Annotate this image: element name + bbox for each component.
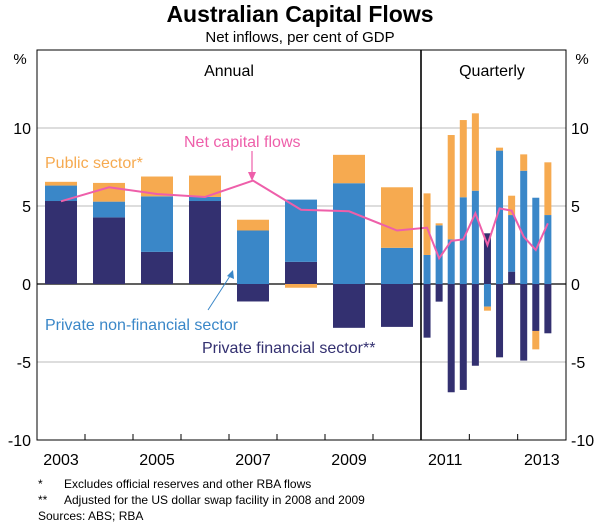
x-tick-label: 2009 <box>331 452 367 469</box>
bar-public <box>496 147 504 151</box>
bar-nonfinancial <box>544 215 552 284</box>
bar-nonfinancial <box>459 197 467 284</box>
bar-nonfinancial <box>423 254 431 284</box>
bar-financial <box>496 284 504 358</box>
y-tick-label-right: -10 <box>571 433 594 450</box>
y-tick-label-left: 10 <box>13 121 31 138</box>
bar-nonfinancial <box>532 197 540 284</box>
y-tick-label-right: -5 <box>571 355 585 372</box>
y-axis-unit-right: % <box>575 51 588 68</box>
bar-public <box>447 135 455 240</box>
bar-public <box>483 306 491 311</box>
bar-financial <box>508 271 516 284</box>
footnote-1-text: Excludes official reserves and other RBA… <box>64 477 311 491</box>
legend-label-net-capital-flows: Net capital flows <box>184 134 301 151</box>
x-tick-label: 2007 <box>235 452 271 469</box>
bar-public <box>423 193 431 255</box>
bar-nonfinancial <box>237 230 269 284</box>
bar-nonfinancial <box>447 239 455 284</box>
panel-label-quarterly: Quarterly <box>459 63 525 80</box>
bar-nonfinancial <box>520 170 528 284</box>
bar-financial <box>93 217 125 284</box>
y-tick-label-right: 10 <box>571 121 589 138</box>
y-tick-label-left: 5 <box>22 199 31 216</box>
chart-title: Australian Capital Flows <box>166 1 433 27</box>
bar-financial <box>381 284 413 327</box>
bar-public <box>471 113 479 191</box>
bar-nonfinancial <box>333 183 365 284</box>
bar-financial <box>141 251 173 284</box>
bar-nonfinancial <box>508 215 516 272</box>
bar-financial <box>435 284 443 302</box>
legend-label-public-sector: Public sector* <box>45 155 143 172</box>
bar-nonfinancial <box>93 201 125 218</box>
bar-financial <box>459 284 467 390</box>
legend-label-private-financial: Private financial sector** <box>202 340 375 357</box>
bar-nonfinancial <box>381 247 413 284</box>
y-tick-label-left: -10 <box>8 433 31 450</box>
bar-financial <box>520 284 528 361</box>
bar-public <box>93 182 125 202</box>
legend-label-private-non-financial: Private non-financial sector <box>45 317 239 334</box>
sources-note: Sources: ABS; RBA <box>38 509 143 523</box>
bar-financial <box>447 284 455 393</box>
bar-nonfinancial <box>45 185 77 202</box>
panel-label-annual: Annual <box>204 63 254 80</box>
bar-financial <box>471 284 479 366</box>
x-tick-label: 2005 <box>139 452 175 469</box>
bar-public <box>45 181 77 186</box>
bar-public <box>333 154 365 184</box>
bar-financial <box>285 261 317 284</box>
bar-financial <box>333 284 365 328</box>
bar-public <box>508 195 516 216</box>
bar-financial <box>532 284 540 331</box>
bar-financial <box>423 284 431 338</box>
bar-nonfinancial <box>189 196 221 202</box>
bar-public <box>189 175 221 197</box>
bar-public <box>381 187 413 248</box>
bar-financial <box>237 284 269 302</box>
bar-financial <box>45 201 77 284</box>
bar-nonfinancial <box>141 196 173 252</box>
bar-public <box>459 120 467 198</box>
bar-public <box>435 223 443 226</box>
footnote-2-mark: ** <box>38 493 48 507</box>
bar-financial <box>544 284 552 334</box>
private-non-financial-arrow <box>207 270 234 311</box>
bar-nonfinancial <box>471 190 479 284</box>
footnote-1-mark: * <box>38 477 43 491</box>
y-tick-label-right: 0 <box>571 277 580 294</box>
y-tick-label-left: 0 <box>22 277 31 294</box>
x-tick-label: 2013 <box>524 452 560 469</box>
y-tick-label-left: -5 <box>17 355 31 372</box>
y-axis-unit-left: % <box>13 51 26 68</box>
net-capital-flows-arrow <box>248 151 256 181</box>
bar-public <box>285 284 317 288</box>
bar-financial <box>189 201 221 284</box>
bar-public <box>544 162 552 216</box>
bar-nonfinancial <box>483 284 491 307</box>
bar-public <box>141 176 173 197</box>
bar-public <box>520 154 528 171</box>
bar-public <box>237 219 269 231</box>
x-tick-label: 2011 <box>428 452 463 469</box>
chart-subtitle: Net inflows, per cent of GDP <box>205 29 394 46</box>
bar-nonfinancial <box>496 150 504 284</box>
plot-frame <box>36 49 567 441</box>
footnote-2-text: Adjusted for the US dollar swap facility… <box>64 493 365 507</box>
bar-financial <box>483 233 491 284</box>
bar-public <box>532 330 540 350</box>
bar-nonfinancial <box>435 225 443 284</box>
y-tick-label-right: 5 <box>571 199 580 216</box>
x-tick-label: 2003 <box>43 452 79 469</box>
